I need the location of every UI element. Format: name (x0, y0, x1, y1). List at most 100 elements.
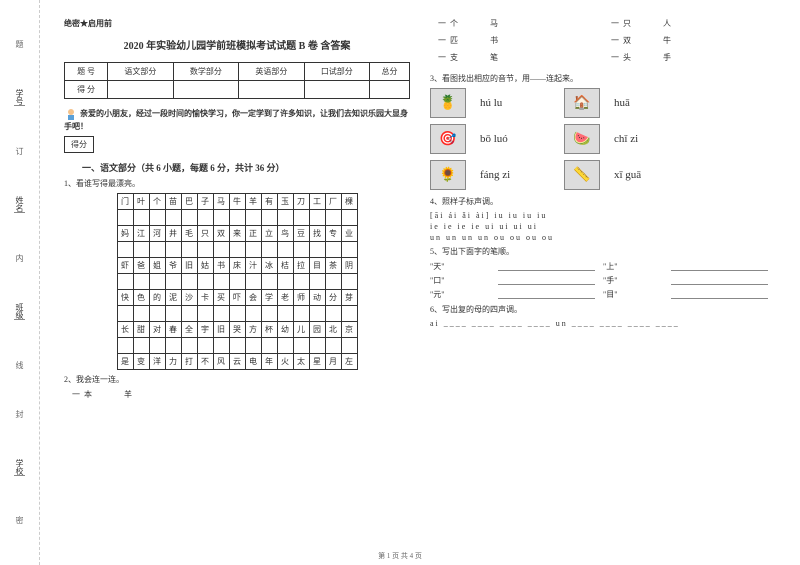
grid-cell[interactable]: 春 (165, 322, 181, 338)
grid-cell[interactable]: 来 (229, 226, 245, 242)
grid-cell[interactable] (277, 210, 293, 226)
grid-cell[interactable] (197, 210, 213, 226)
grid-cell[interactable] (133, 210, 149, 226)
grid-cell[interactable] (309, 306, 325, 322)
grid-cell[interactable] (213, 306, 229, 322)
grid-cell[interactable] (341, 306, 357, 322)
grid-cell[interactable] (229, 338, 245, 354)
blank-line[interactable] (498, 261, 595, 271)
grid-cell[interactable] (325, 242, 341, 258)
grid-cell[interactable] (261, 274, 277, 290)
grid-cell[interactable] (149, 242, 165, 258)
grid-cell[interactable] (293, 338, 309, 354)
grid-cell[interactable] (165, 274, 181, 290)
grid-cell[interactable]: 哭 (229, 322, 245, 338)
grid-cell[interactable] (325, 210, 341, 226)
grid-cell[interactable]: 毛 (181, 226, 197, 242)
grid-cell[interactable] (293, 306, 309, 322)
grid-cell[interactable] (341, 274, 357, 290)
cell[interactable] (239, 81, 304, 99)
grid-cell[interactable]: 动 (309, 290, 325, 306)
grid-cell[interactable]: 打 (181, 354, 197, 370)
grid-cell[interactable]: 姐 (149, 258, 165, 274)
grid-cell[interactable] (293, 274, 309, 290)
grid-cell[interactable] (309, 274, 325, 290)
grid-cell[interactable]: 书 (213, 258, 229, 274)
grid-cell[interactable]: 业 (341, 226, 357, 242)
grid-cell[interactable]: 老 (277, 290, 293, 306)
grid-cell[interactable] (309, 338, 325, 354)
grid-cell[interactable] (341, 242, 357, 258)
grid-cell[interactable]: 个 (149, 194, 165, 210)
grid-cell[interactable] (149, 306, 165, 322)
grid-cell[interactable]: 有 (261, 194, 277, 210)
grid-cell[interactable]: 妈 (117, 226, 133, 242)
grid-cell[interactable]: 只 (197, 226, 213, 242)
grid-cell[interactable] (181, 306, 197, 322)
grid-cell[interactable]: 双 (213, 226, 229, 242)
grid-cell[interactable] (229, 242, 245, 258)
grid-cell[interactable]: 色 (133, 290, 149, 306)
grid-cell[interactable]: 豆 (293, 226, 309, 242)
grid-cell[interactable] (213, 338, 229, 354)
grid-cell[interactable]: 苗 (165, 194, 181, 210)
grid-cell[interactable] (261, 210, 277, 226)
grid-cell[interactable]: 叶 (133, 194, 149, 210)
cell[interactable] (108, 81, 173, 99)
grid-cell[interactable]: 北 (325, 322, 341, 338)
grid-cell[interactable]: 爸 (133, 258, 149, 274)
grid-cell[interactable]: 专 (325, 226, 341, 242)
grid-cell[interactable]: 洋 (149, 354, 165, 370)
grid-cell[interactable] (117, 210, 133, 226)
grid-cell[interactable]: 工 (309, 194, 325, 210)
grid-cell[interactable]: 是 (117, 354, 133, 370)
grid-cell[interactable]: 园 (309, 322, 325, 338)
grid-cell[interactable]: 牛 (229, 194, 245, 210)
grid-cell[interactable]: 甜 (133, 322, 149, 338)
cell[interactable] (173, 81, 238, 99)
grid-cell[interactable]: 棵 (341, 194, 357, 210)
grid-cell[interactable] (197, 274, 213, 290)
grid-cell[interactable] (165, 338, 181, 354)
grid-cell[interactable]: 宇 (197, 322, 213, 338)
blank-line[interactable] (671, 261, 768, 271)
grid-cell[interactable]: 芽 (341, 290, 357, 306)
grid-cell[interactable]: 找 (309, 226, 325, 242)
grid-cell[interactable] (261, 242, 277, 258)
grid-cell[interactable]: 拉 (293, 258, 309, 274)
grid-cell[interactable]: 力 (165, 354, 181, 370)
grid-cell[interactable]: 分 (325, 290, 341, 306)
grid-cell[interactable] (213, 242, 229, 258)
grid-cell[interactable] (165, 306, 181, 322)
grid-cell[interactable] (149, 274, 165, 290)
grid-cell[interactable] (245, 306, 261, 322)
grid-cell[interactable]: 子 (197, 194, 213, 210)
grid-cell[interactable] (325, 306, 341, 322)
grid-cell[interactable]: 年 (261, 354, 277, 370)
grid-cell[interactable]: 羊 (245, 194, 261, 210)
grid-cell[interactable] (261, 306, 277, 322)
grid-cell[interactable] (181, 338, 197, 354)
grid-cell[interactable] (293, 242, 309, 258)
grid-cell[interactable] (245, 274, 261, 290)
grid-cell[interactable]: 玉 (277, 194, 293, 210)
grid-cell[interactable]: 沙 (181, 290, 197, 306)
grid-cell[interactable] (261, 338, 277, 354)
grid-cell[interactable]: 会 (245, 290, 261, 306)
grid-cell[interactable]: 月 (325, 354, 341, 370)
grid-cell[interactable]: 幼 (277, 322, 293, 338)
grid-cell[interactable]: 鸟 (277, 226, 293, 242)
grid-cell[interactable]: 方 (245, 322, 261, 338)
grid-cell[interactable]: 旧 (213, 322, 229, 338)
grid-cell[interactable]: 虾 (117, 258, 133, 274)
grid-cell[interactable] (229, 274, 245, 290)
grid-cell[interactable]: 立 (261, 226, 277, 242)
grid-cell[interactable] (133, 306, 149, 322)
grid-cell[interactable]: 对 (149, 322, 165, 338)
grid-cell[interactable]: 长 (117, 322, 133, 338)
grid-cell[interactable]: 快 (117, 290, 133, 306)
grid-cell[interactable]: 京 (341, 322, 357, 338)
blank-line[interactable] (671, 275, 768, 285)
grid-cell[interactable] (277, 306, 293, 322)
grid-cell[interactable] (149, 338, 165, 354)
